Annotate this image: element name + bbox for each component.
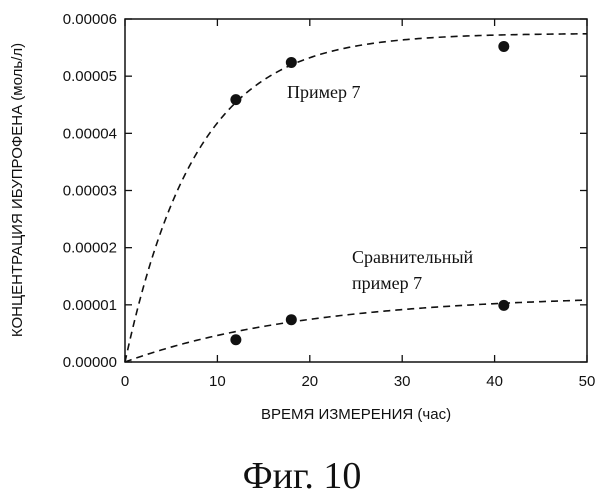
y-tick-label: 0.00005 bbox=[63, 68, 117, 85]
x-tick-label: 50 bbox=[579, 373, 596, 390]
data-point-series-0 bbox=[286, 57, 297, 68]
x-axis-label: ВРЕМЯ ИЗМЕРЕНИЯ (час) bbox=[261, 406, 451, 423]
y-tick-label: 0.00002 bbox=[63, 240, 117, 257]
x-tick-label: 30 bbox=[394, 373, 411, 390]
y-tick-label: 0.00001 bbox=[63, 297, 117, 314]
fit-curve-series-1 bbox=[125, 300, 587, 362]
data-point-series-0 bbox=[498, 41, 509, 52]
x-tick-label: 10 bbox=[209, 373, 226, 390]
x-axis-ticks: 0 10 20 30 40 50 bbox=[121, 19, 596, 390]
series-label-comparative-line-2: пример 7 bbox=[352, 273, 422, 293]
y-tick-label: 0.00003 bbox=[63, 183, 117, 200]
data-point-series-1 bbox=[498, 300, 509, 311]
data-point-series-0 bbox=[230, 94, 241, 105]
plot-frame bbox=[125, 19, 587, 362]
y-tick-label: 0.00000 bbox=[63, 354, 117, 371]
x-tick-label: 40 bbox=[486, 373, 503, 390]
y-axis-label: КОНЦЕНТРАЦИЯ ИБУПРОФЕНА (моль/л) bbox=[9, 43, 26, 337]
x-tick-label: 20 bbox=[301, 373, 318, 390]
data-points bbox=[230, 41, 509, 345]
data-point-series-1 bbox=[286, 314, 297, 325]
plot-area bbox=[125, 19, 587, 362]
data-point-series-1 bbox=[230, 334, 241, 345]
y-tick-label: 0.00006 bbox=[63, 11, 117, 28]
y-tick-label: 0.00004 bbox=[63, 125, 117, 142]
series-label-example-7: Пример 7 bbox=[287, 82, 361, 102]
figure-caption: Фиг. 10 bbox=[243, 455, 362, 497]
series-label-comparative-line-1: Сравнительный bbox=[352, 247, 474, 267]
x-tick-label: 0 bbox=[121, 373, 129, 390]
